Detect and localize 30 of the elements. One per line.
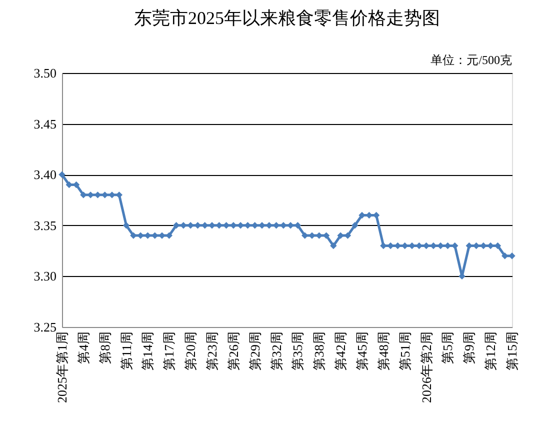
x-tick-label: 第45周 — [354, 332, 370, 370]
x-tick-label: 第11周 — [118, 332, 134, 370]
x-tick-label: 第38周 — [312, 332, 327, 370]
x-tick-label: 2026年第2周 — [418, 332, 434, 403]
x-tick-label: 第14周 — [140, 332, 156, 370]
x-tick-label: 第26周 — [226, 332, 241, 370]
x-tick-label: 2025年第1周 — [54, 332, 70, 403]
y-tick-label: 3.50 — [34, 66, 56, 80]
x-tick-label: 第29周 — [247, 332, 262, 370]
y-tick-label: 3.45 — [34, 116, 56, 132]
y-tick-label: 3.25 — [34, 320, 56, 334]
y-tick-label: 3.30 — [34, 268, 56, 284]
text: 单位：元/500克 — [430, 53, 512, 67]
x-tick-label: 第8周 — [97, 332, 112, 364]
x-tick-label: 第9周 — [462, 332, 477, 364]
y-tick-label: 3.40 — [34, 167, 56, 182]
x-tick-label: 第42周 — [333, 332, 348, 370]
x-tick-label: 第17周 — [162, 332, 177, 370]
x-tick-label: 第12周 — [483, 332, 498, 370]
x-tick-label: 第20周 — [183, 332, 198, 370]
x-tick-label: 第32周 — [268, 332, 284, 370]
y-tick-label: 3.35 — [34, 218, 56, 233]
x-tick-label: 第23周 — [204, 332, 220, 370]
x-tick-label: 第48周 — [376, 332, 391, 370]
x-tick-label: 第4周 — [76, 332, 91, 364]
chart-title: 东莞市2025年以来粮食零售价格走势图 — [134, 8, 440, 28]
x-tick-label: 第15周 — [504, 332, 520, 370]
x-tick-label: 第5周 — [440, 332, 456, 364]
x-tick-label: 第35周 — [290, 332, 306, 370]
x-tick-label: 第51周 — [397, 332, 412, 370]
